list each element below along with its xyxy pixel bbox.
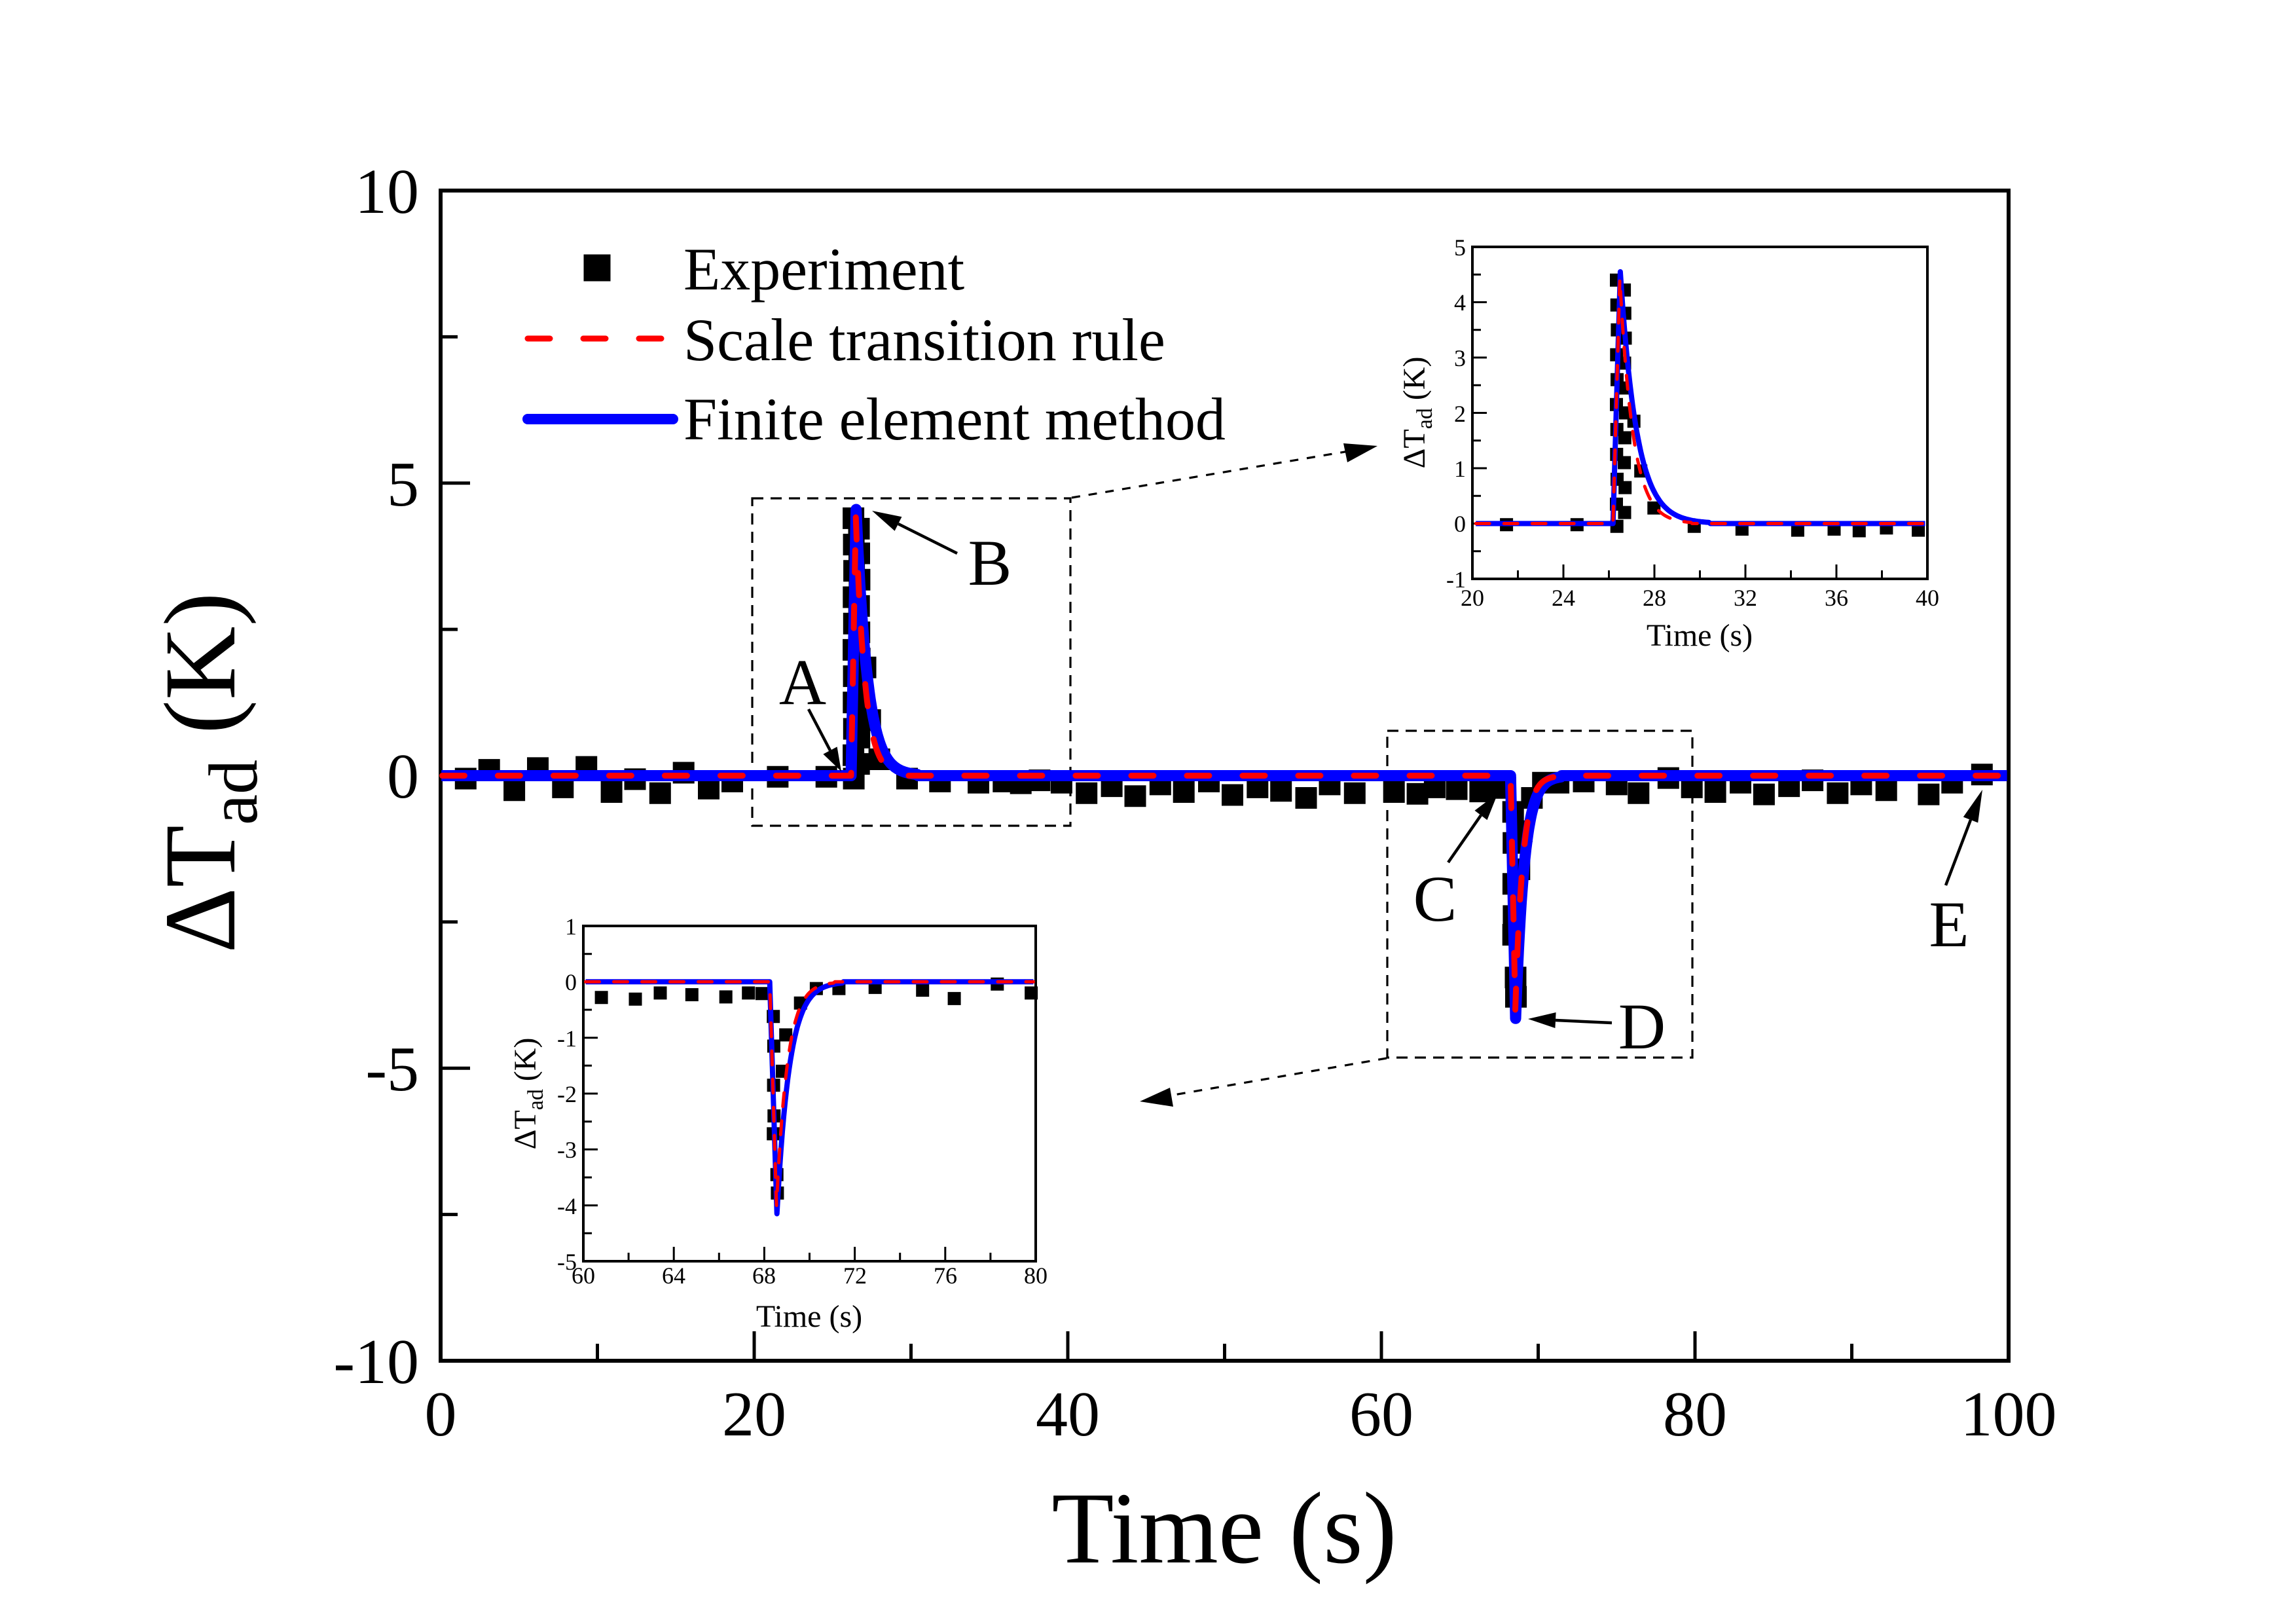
svg-text:20: 20 bbox=[1461, 585, 1484, 611]
svg-text:-2: -2 bbox=[557, 1081, 577, 1107]
svg-text:Time (s): Time (s) bbox=[1051, 1471, 1396, 1585]
svg-text:64: 64 bbox=[662, 1263, 685, 1289]
svg-text:Experiment: Experiment bbox=[683, 236, 965, 303]
svg-text:-4: -4 bbox=[557, 1193, 577, 1219]
svg-text:Time (s): Time (s) bbox=[756, 1299, 862, 1334]
svg-text:3: 3 bbox=[1454, 345, 1466, 371]
svg-text:68: 68 bbox=[752, 1263, 776, 1289]
svg-text:-10: -10 bbox=[333, 1327, 419, 1397]
svg-text:B: B bbox=[968, 526, 1012, 599]
svg-text:-5: -5 bbox=[557, 1249, 577, 1275]
svg-text:-1: -1 bbox=[557, 1025, 577, 1052]
svg-text:0: 0 bbox=[425, 1379, 457, 1450]
svg-text:100: 100 bbox=[1961, 1379, 2057, 1450]
svg-text:ΔTad (K): ΔTad (K) bbox=[143, 592, 272, 953]
svg-text:-5: -5 bbox=[365, 1034, 419, 1105]
svg-text:-3: -3 bbox=[557, 1137, 577, 1163]
svg-text:28: 28 bbox=[1643, 585, 1666, 611]
svg-text:5: 5 bbox=[387, 449, 419, 520]
svg-text:Time (s): Time (s) bbox=[1647, 618, 1753, 653]
svg-text:60: 60 bbox=[1349, 1379, 1413, 1450]
svg-text:-1: -1 bbox=[1446, 566, 1466, 593]
svg-text:24: 24 bbox=[1552, 585, 1575, 611]
svg-text:A: A bbox=[779, 646, 826, 718]
svg-text:36: 36 bbox=[1825, 585, 1848, 611]
svg-text:60: 60 bbox=[572, 1263, 595, 1289]
svg-text:72: 72 bbox=[843, 1263, 867, 1289]
svg-text:10: 10 bbox=[355, 157, 419, 227]
svg-text:20: 20 bbox=[722, 1379, 786, 1450]
svg-text:1: 1 bbox=[1454, 456, 1466, 482]
svg-text:Scale transition rule: Scale transition rule bbox=[683, 306, 1165, 373]
svg-text:D: D bbox=[1618, 990, 1666, 1063]
svg-text:5: 5 bbox=[1454, 234, 1466, 261]
svg-text:0: 0 bbox=[565, 969, 577, 995]
svg-text:0: 0 bbox=[387, 741, 419, 812]
svg-text:80: 80 bbox=[1024, 1263, 1048, 1289]
svg-text:ΔTad (K): ΔTad (K) bbox=[508, 1038, 548, 1150]
svg-text:80: 80 bbox=[1663, 1379, 1727, 1450]
svg-text:40: 40 bbox=[1036, 1379, 1100, 1450]
svg-text:2: 2 bbox=[1454, 401, 1466, 427]
svg-text:76: 76 bbox=[934, 1263, 957, 1289]
svg-text:0: 0 bbox=[1454, 511, 1466, 537]
svg-text:1: 1 bbox=[565, 913, 577, 940]
svg-text:40: 40 bbox=[1916, 585, 1939, 611]
svg-text:C: C bbox=[1413, 862, 1457, 935]
svg-text:32: 32 bbox=[1734, 585, 1757, 611]
svg-text:4: 4 bbox=[1454, 289, 1466, 316]
svg-text:Finite element method: Finite element method bbox=[683, 386, 1226, 452]
svg-text:E: E bbox=[1929, 888, 1969, 961]
